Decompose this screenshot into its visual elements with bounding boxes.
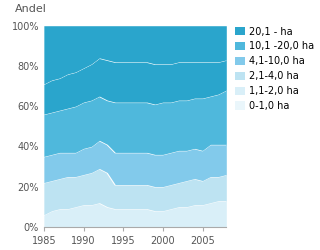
Legend: 20,1 - ha, 10,1 -20,0 ha, 4,1-10,0 ha, 2,1-4,0 ha, 1,1-2,0 ha, 0-1,0 ha: 20,1 - ha, 10,1 -20,0 ha, 4,1-10,0 ha, 2… bbox=[235, 26, 315, 111]
Text: Andel: Andel bbox=[15, 4, 46, 14]
